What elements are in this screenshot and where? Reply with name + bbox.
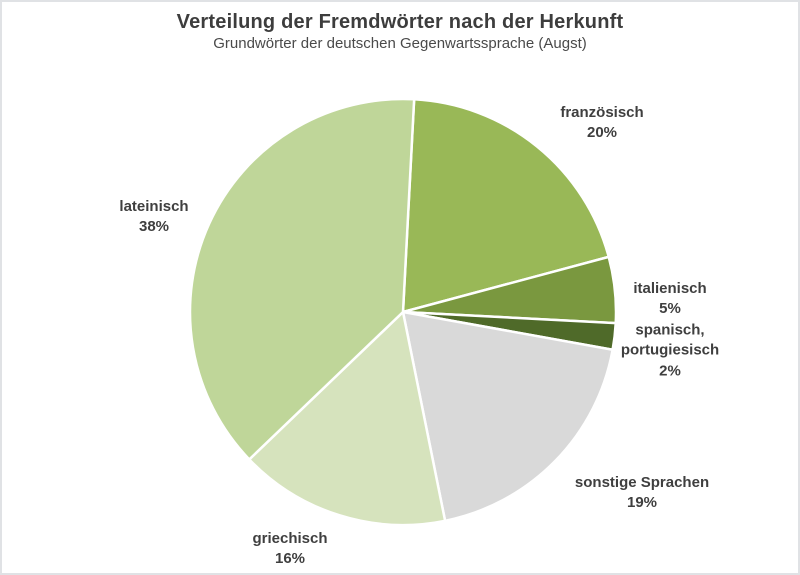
pie-label-lateinisch: lateinisch 38% — [119, 197, 188, 238]
pie-label-line: italienisch — [633, 279, 707, 297]
pie-label-line: griechisch — [252, 529, 328, 547]
chart-title: Verteilung der Fremdwörter nach der Herk… — [176, 11, 624, 33]
pie-label-franzoesisch: französisch 20% — [560, 103, 643, 144]
pie-label-line: lateinisch — [119, 197, 189, 215]
pie-label-line: 16% — [274, 550, 306, 567]
pie-label-line: sonstige Sprachen — [574, 473, 710, 491]
pie-slice-lateinisch — [188, 97, 416, 461]
pie-label-line: französisch — [560, 103, 644, 121]
pie-label-line: 20% — [586, 124, 618, 141]
pie-label-sonstige-sprachen: sonstige Sprachen 19% — [575, 473, 709, 514]
pie-slice-sonstige-sprachen — [401, 310, 614, 523]
chart-subtitle: Grundwörter der deutschen Gegenwartsspra… — [213, 35, 587, 52]
pie-label-line: spanisch, — [635, 321, 705, 339]
pie-label-line: 5% — [659, 300, 681, 317]
pie-label-line: 38% — [138, 218, 170, 235]
pie-label-line: 19% — [626, 494, 658, 511]
pie-label-griechisch: griechisch 16% — [252, 529, 327, 570]
pie-label-line: portugiesisch — [620, 341, 720, 359]
pie-label-spanisch-portugiesisch: spanisch, portugiesisch 2% — [621, 321, 719, 382]
pie-label-italienisch: italienisch 5% — [633, 279, 706, 320]
pie-label-line: 2% — [659, 362, 681, 380]
pie-slice-franzoesisch — [401, 98, 610, 314]
pie-slice-griechisch — [248, 310, 447, 527]
